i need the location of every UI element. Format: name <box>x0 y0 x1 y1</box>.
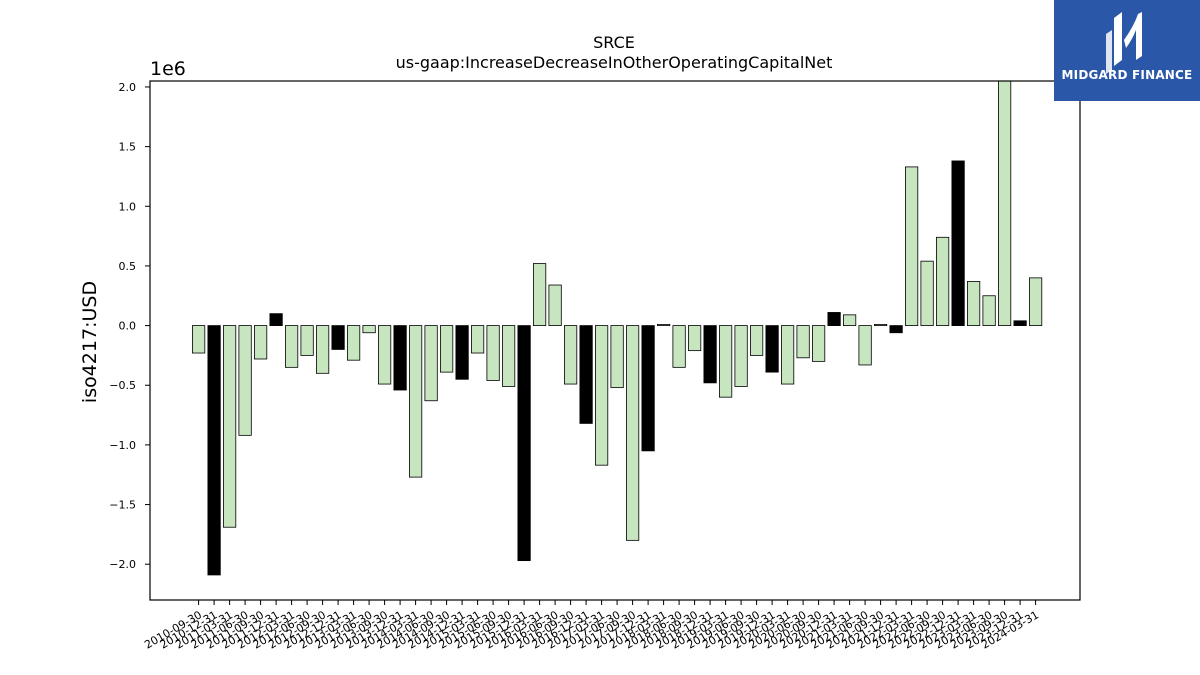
bar-2014-03-31 <box>408 325 423 478</box>
y-tick-label: 1.0 <box>119 200 137 213</box>
bar-2021-06-30 <box>858 325 872 366</box>
y-axis-ticks: −2.0 −1.5 −1.0 −0.5 0.0 0.5 1.0 1.5 2.0 <box>109 81 150 571</box>
bar-2014-06-30 <box>424 325 438 402</box>
x-axis-ticks: 2010-09-302010-12-312011-03-312011-06-30… <box>142 600 1041 652</box>
y-offset-text: 1e6 <box>150 58 186 80</box>
bar-2020-09-30 <box>812 325 826 362</box>
bar-2020-12-31 <box>827 312 841 326</box>
bar-2022-06-30 <box>920 260 934 326</box>
bar-2017-06-30 <box>610 325 624 389</box>
bar-2016-06-30 <box>548 284 562 326</box>
bar-2011-12-31 <box>269 313 283 326</box>
bar-2018-03-31 <box>657 323 671 326</box>
bar-2016-12-31 <box>579 325 593 424</box>
bar-2010-12-31 <box>207 325 221 576</box>
bar-2021-03-31 <box>843 314 857 326</box>
bar-2011-06-30 <box>238 325 252 436</box>
bar-2013-06-30 <box>362 325 376 334</box>
bar-2019-12-31 <box>765 325 779 373</box>
bar-2022-12-31 <box>951 160 965 326</box>
y-tick-label: −1.0 <box>109 439 136 452</box>
bar-2012-12-31 <box>331 325 345 350</box>
bar-2016-03-31 <box>533 263 547 326</box>
brand-logo: MIDGARD FINANCE <box>1054 0 1200 101</box>
y-tick-label: 0.5 <box>119 260 137 273</box>
bar-2017-09-30 <box>626 325 640 541</box>
bar-2015-06-30 <box>486 325 500 381</box>
bar-2022-03-31 <box>905 166 919 326</box>
bar-2023-06-30 <box>982 295 996 326</box>
bar-2021-12-31 <box>889 325 903 334</box>
chart-title: SRCE <box>593 33 635 52</box>
bar-2019-03-31 <box>719 325 733 398</box>
bar-2018-09-30 <box>688 325 702 352</box>
bar-2015-03-31 <box>470 325 485 354</box>
bar-2013-12-31 <box>393 325 407 391</box>
y-axis-label: iso4217:USD <box>79 281 101 403</box>
bar-2014-09-30 <box>439 325 454 373</box>
bar-2024-03-31 <box>1029 277 1043 326</box>
y-tick-label: −2.0 <box>109 558 136 571</box>
bar-2012-09-30 <box>315 325 330 374</box>
y-tick-label: 2.0 <box>119 81 137 94</box>
bar-2017-12-31 <box>641 325 655 452</box>
bar-2016-09-30 <box>564 325 578 385</box>
bar-2013-09-30 <box>377 325 392 385</box>
bar-2011-09-30 <box>253 325 268 360</box>
logo-mark-icon <box>1106 12 1142 74</box>
bars-group <box>191 80 1043 576</box>
bar-2012-03-31 <box>284 325 299 368</box>
bar-2020-03-31 <box>781 325 795 385</box>
bar-2012-06-30 <box>300 325 314 356</box>
bar-2023-03-31 <box>967 281 981 326</box>
bar-2010-09-30 <box>191 325 206 354</box>
plot-frame <box>149 80 1081 601</box>
bar-2021-09-30 <box>874 323 888 326</box>
bar-2023-12-31 <box>1013 320 1027 326</box>
bar-2017-03-31 <box>595 325 609 466</box>
bar-2014-12-31 <box>455 325 469 380</box>
chart-subtitle: us-gaap:IncreaseDecreaseInOtherOperating… <box>396 53 833 72</box>
bar-2015-12-31 <box>517 325 531 562</box>
y-tick-label: 1.5 <box>119 141 137 154</box>
bar-2011-03-31 <box>222 325 237 528</box>
bar-2018-06-30 <box>672 325 686 368</box>
y-tick-label: −0.5 <box>109 379 136 392</box>
bar-2015-09-30 <box>501 325 516 387</box>
bar-2013-03-31 <box>346 325 361 361</box>
y-tick-label: 0.0 <box>119 320 137 333</box>
y-tick-label: −1.5 <box>109 499 136 512</box>
bar-2019-06-30 <box>734 325 748 387</box>
bar-2019-09-30 <box>750 325 764 356</box>
bar-2020-06-30 <box>796 325 810 359</box>
bar-2018-12-31 <box>703 325 717 384</box>
bar-2023-09-30 <box>998 80 1012 326</box>
logo-text: MIDGARD FINANCE <box>1061 68 1193 82</box>
bar-2022-09-30 <box>936 236 950 326</box>
